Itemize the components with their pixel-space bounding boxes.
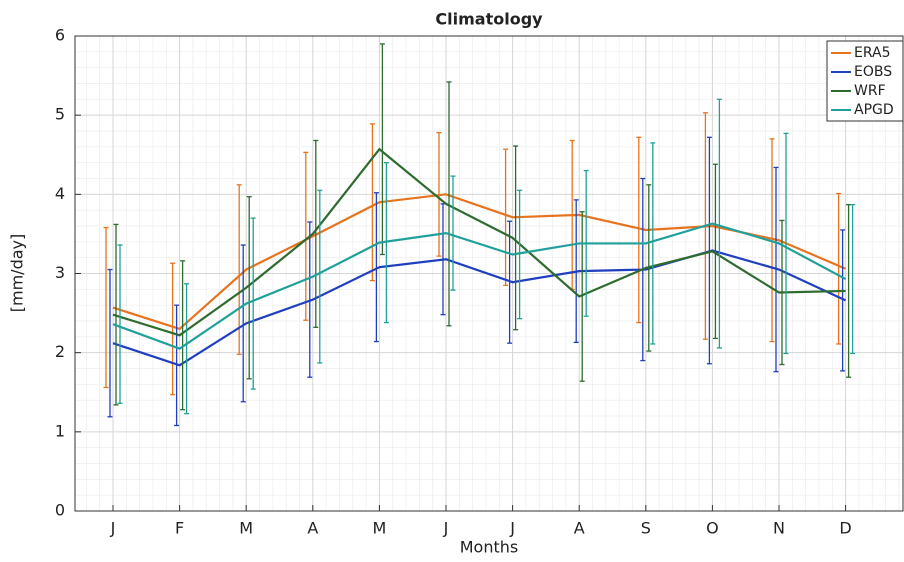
series-line bbox=[112, 249, 847, 367]
x-tick-label: J bbox=[443, 519, 449, 538]
y-tick-label: 5 bbox=[55, 105, 65, 124]
y-tick-label: 6 bbox=[55, 26, 65, 45]
series-line bbox=[112, 193, 847, 331]
series-line bbox=[112, 147, 846, 337]
y-tick-label: 3 bbox=[55, 263, 65, 282]
x-tick-label: M bbox=[372, 519, 386, 538]
legend-label: ERA5 bbox=[854, 45, 891, 61]
y-tick-label: 0 bbox=[55, 501, 65, 520]
series-line bbox=[112, 222, 847, 350]
plot-frame bbox=[74, 35, 904, 512]
y-tick-label: 4 bbox=[55, 184, 65, 203]
x-axis-label: Months bbox=[460, 538, 518, 557]
legend-box bbox=[826, 40, 904, 122]
x-tick-label: N bbox=[773, 519, 785, 538]
legend-label: EOBS bbox=[854, 64, 892, 80]
chart-title: Climatology bbox=[435, 10, 543, 29]
x-tick-label: J bbox=[110, 519, 116, 538]
x-tick-label: O bbox=[706, 519, 719, 538]
y-tick-label: 1 bbox=[55, 421, 65, 440]
x-tick-label: S bbox=[641, 519, 651, 538]
x-tick-label: M bbox=[239, 519, 253, 538]
legend-label: WRF bbox=[854, 83, 886, 99]
x-tick-label: F bbox=[175, 519, 184, 538]
x-tick-label: A bbox=[574, 519, 585, 538]
x-tick-label: J bbox=[509, 519, 515, 538]
x-tick-label: A bbox=[307, 519, 318, 538]
y-axis-label: [mm/day] bbox=[8, 234, 27, 312]
legend-label: APGD bbox=[854, 102, 894, 118]
x-tick-label: D bbox=[839, 519, 851, 538]
y-tick-label: 2 bbox=[55, 342, 65, 361]
